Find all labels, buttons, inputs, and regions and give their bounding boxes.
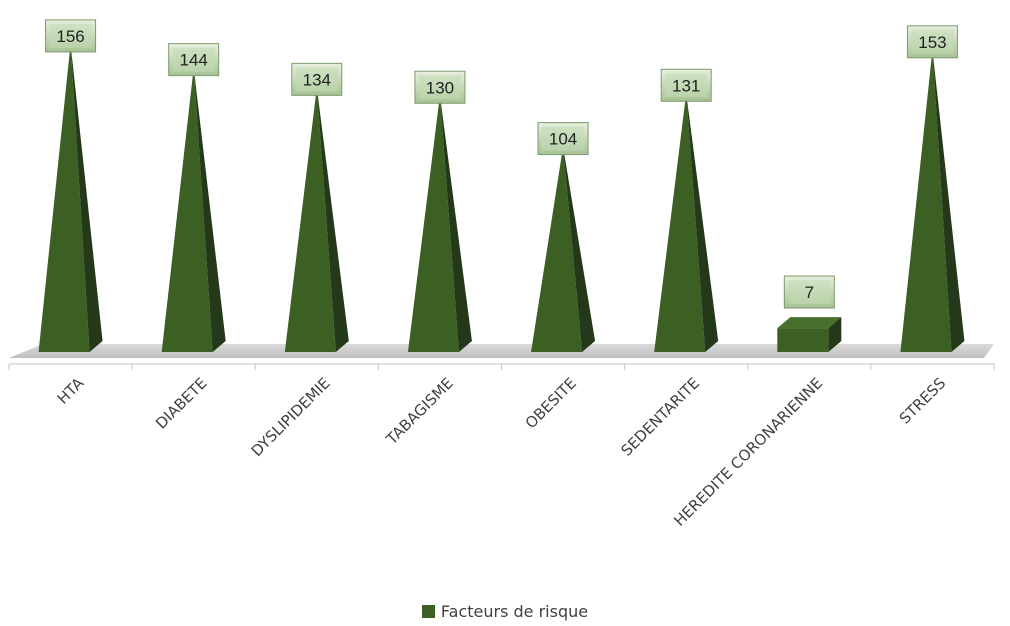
data-label: 153 bbox=[906, 25, 958, 59]
data-label: 7 bbox=[783, 275, 835, 309]
bar-front bbox=[38, 43, 90, 353]
x-tick-label: STRESS bbox=[896, 374, 949, 427]
bar-side bbox=[439, 95, 472, 352]
bar bbox=[38, 43, 103, 353]
data-label-value: 130 bbox=[426, 78, 454, 97]
data-label-inner bbox=[418, 75, 461, 100]
data-label-value: 134 bbox=[303, 70, 331, 89]
data-label-value: 104 bbox=[549, 130, 577, 149]
legend-swatch bbox=[421, 605, 435, 618]
bar-front bbox=[284, 87, 336, 352]
bar-front bbox=[531, 146, 583, 352]
bar bbox=[284, 87, 349, 352]
data-label-value: 7 bbox=[805, 283, 814, 302]
data-label-inner bbox=[542, 126, 585, 151]
bar-side bbox=[563, 146, 596, 352]
data-label-value: 153 bbox=[918, 33, 946, 52]
bar-front bbox=[407, 95, 459, 352]
data-label: 104 bbox=[537, 122, 589, 156]
bar bbox=[654, 93, 719, 353]
x-tick-label: HTA bbox=[54, 374, 88, 408]
bar-top bbox=[777, 317, 842, 329]
data-label-inner bbox=[172, 47, 215, 72]
data-label: 144 bbox=[168, 43, 220, 77]
legend: Facteurs de risque bbox=[0, 602, 1010, 621]
data-label: 156 bbox=[45, 19, 97, 53]
bar bbox=[531, 146, 596, 352]
bar bbox=[161, 67, 226, 352]
bar-side bbox=[316, 87, 349, 352]
bar-front bbox=[900, 49, 952, 352]
bar-side bbox=[193, 67, 226, 352]
bar bbox=[407, 95, 472, 352]
bar-side bbox=[70, 43, 103, 353]
data-label: 130 bbox=[414, 70, 466, 104]
legend-label: Facteurs de risque bbox=[440, 602, 589, 621]
data-label-inner bbox=[49, 23, 92, 48]
data-label-inner bbox=[295, 67, 338, 92]
x-tick-label: HEREDITE CORONARIENNE bbox=[670, 374, 826, 530]
data-label: 131 bbox=[660, 68, 712, 102]
x-axis bbox=[8, 363, 995, 370]
data-label: 134 bbox=[291, 62, 343, 96]
data-label-value: 156 bbox=[56, 27, 84, 46]
x-tick-label: DYSLIPIDEMIE bbox=[248, 374, 334, 460]
data-label-value: 131 bbox=[672, 76, 700, 95]
bar-side bbox=[932, 49, 965, 352]
bar-front bbox=[777, 328, 829, 352]
data-label-inner bbox=[665, 73, 708, 98]
chart-floor-band bbox=[9, 344, 994, 358]
bar-side bbox=[686, 93, 719, 353]
data-label-value: 144 bbox=[180, 51, 208, 70]
x-tick-labels-group: HTA DIABETE DYSLIPIDEMIE TABAGISME OBESITE SE… bbox=[54, 374, 949, 530]
x-tick-label: TABAGISME bbox=[382, 374, 457, 449]
bars-group bbox=[38, 43, 965, 353]
data-label-inner bbox=[788, 280, 831, 304]
chart-floor bbox=[9, 344, 994, 358]
bar-front bbox=[654, 93, 706, 353]
bar bbox=[900, 49, 965, 352]
data-label-inner bbox=[911, 29, 954, 54]
bar bbox=[777, 317, 842, 352]
bar-side bbox=[828, 317, 842, 352]
x-tick-label: DIABETE bbox=[152, 374, 210, 432]
x-tick-label: OBESITE bbox=[522, 374, 580, 432]
data-labels-group: 156 144 134 130 104 131 7 153 bbox=[45, 19, 958, 309]
x-tick-label: SEDENTARITE bbox=[617, 374, 703, 460]
bar-front bbox=[161, 67, 213, 352]
